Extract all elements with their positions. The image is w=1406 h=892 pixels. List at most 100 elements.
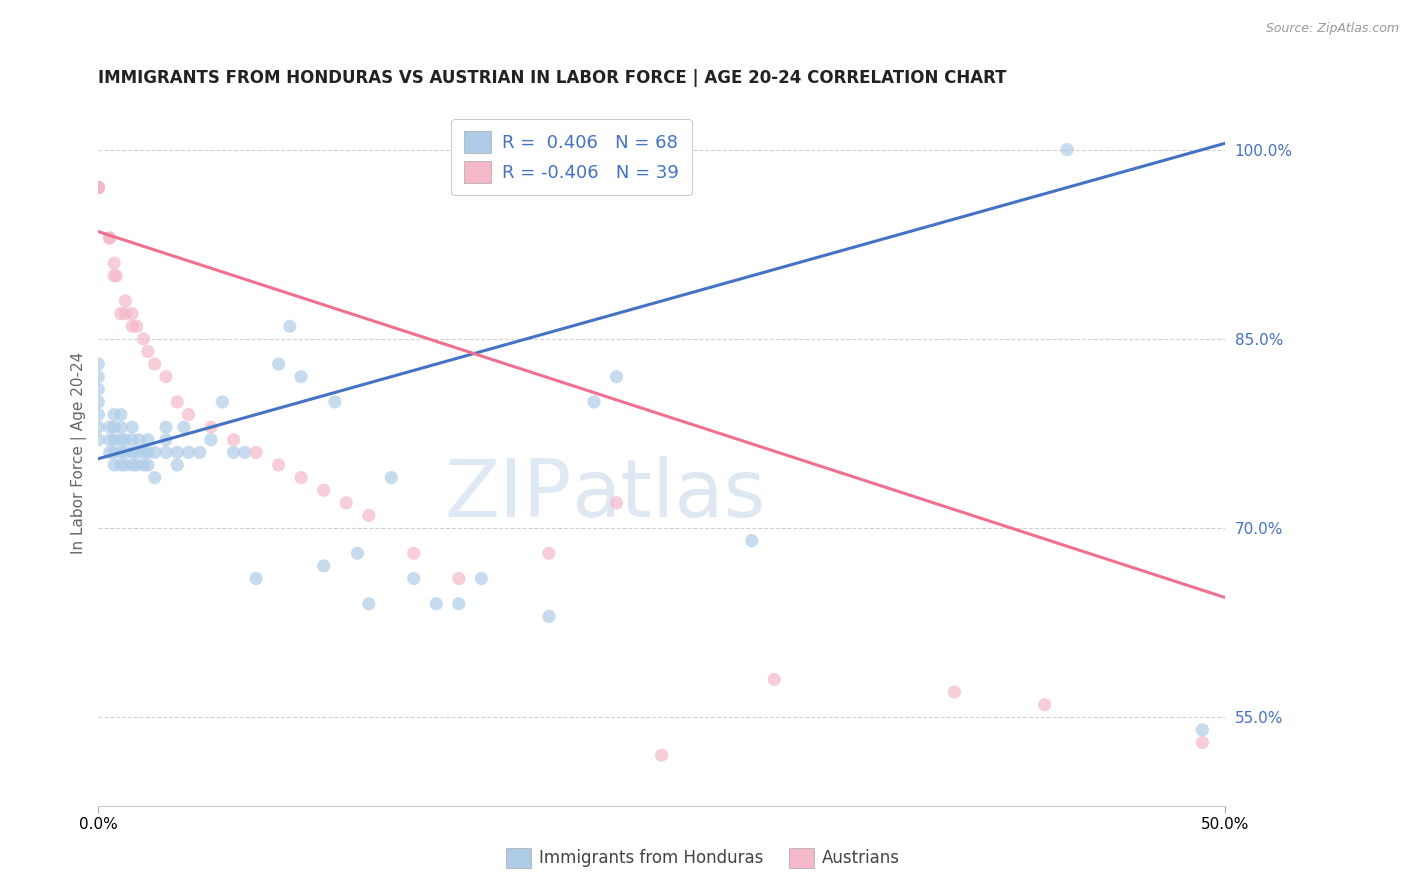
- Legend: Immigrants from Honduras, Austrians: Immigrants from Honduras, Austrians: [499, 841, 907, 875]
- Point: [110, 433, 132, 447]
- Point: [222, 445, 245, 459]
- Point: [290, 369, 312, 384]
- Point: [103, 268, 125, 283]
- Point: [87, 369, 110, 384]
- Point: [98, 231, 121, 245]
- Point: [606, 369, 628, 384]
- Point: [87, 180, 110, 194]
- Point: [166, 395, 188, 409]
- Point: [121, 319, 143, 334]
- Point: [87, 180, 110, 194]
- Point: [323, 395, 346, 409]
- Point: [200, 433, 222, 447]
- Text: ZIP: ZIP: [444, 456, 571, 533]
- Point: [402, 546, 425, 560]
- Point: [136, 445, 159, 459]
- Point: [121, 420, 143, 434]
- Text: IMMIGRANTS FROM HONDURAS VS AUSTRIAN IN LABOR FORCE | AGE 20-24 CORRELATION CHAR: IMMIGRANTS FROM HONDURAS VS AUSTRIAN IN …: [98, 69, 1007, 87]
- Point: [103, 445, 125, 459]
- Point: [582, 395, 605, 409]
- Point: [87, 382, 110, 396]
- Point: [166, 445, 188, 459]
- Point: [177, 445, 200, 459]
- Point: [98, 433, 121, 447]
- Point: [87, 180, 110, 194]
- Point: [87, 433, 110, 447]
- Point: [222, 433, 245, 447]
- Point: [278, 319, 301, 334]
- Point: [346, 546, 368, 560]
- Point: [651, 748, 673, 763]
- Point: [155, 445, 177, 459]
- Point: [114, 458, 136, 472]
- Point: [132, 445, 155, 459]
- Point: [125, 445, 148, 459]
- Point: [87, 395, 110, 409]
- Point: [98, 231, 121, 245]
- Point: [267, 357, 290, 371]
- Point: [200, 420, 222, 434]
- Point: [114, 445, 136, 459]
- Point: [470, 572, 492, 586]
- Point: [943, 685, 966, 699]
- Point: [103, 408, 125, 422]
- Point: [103, 420, 125, 434]
- Point: [312, 483, 335, 498]
- Point: [136, 344, 159, 359]
- Point: [537, 546, 560, 560]
- Point: [136, 458, 159, 472]
- Point: [105, 268, 128, 283]
- Point: [110, 420, 132, 434]
- Point: [103, 256, 125, 270]
- Point: [166, 458, 188, 472]
- Point: [188, 445, 211, 459]
- Point: [155, 420, 177, 434]
- Point: [245, 445, 267, 459]
- Point: [402, 572, 425, 586]
- Point: [741, 533, 763, 548]
- Point: [114, 433, 136, 447]
- Point: [447, 572, 470, 586]
- Point: [143, 357, 166, 371]
- Point: [98, 420, 121, 434]
- Point: [1033, 698, 1056, 712]
- Y-axis label: In Labor Force | Age 20-24: In Labor Force | Age 20-24: [72, 351, 87, 554]
- Point: [125, 458, 148, 472]
- Point: [110, 307, 132, 321]
- Point: [233, 445, 256, 459]
- Point: [425, 597, 447, 611]
- Point: [125, 319, 148, 334]
- Point: [1191, 723, 1213, 737]
- Point: [312, 558, 335, 573]
- Point: [87, 420, 110, 434]
- Point: [155, 433, 177, 447]
- Point: [87, 357, 110, 371]
- Point: [1191, 735, 1213, 749]
- Legend: R =  0.406   N = 68, R = -0.406   N = 39: R = 0.406 N = 68, R = -0.406 N = 39: [451, 119, 692, 195]
- Point: [110, 408, 132, 422]
- Text: atlas: atlas: [571, 456, 766, 533]
- Point: [87, 180, 110, 194]
- Point: [1056, 143, 1078, 157]
- Point: [357, 508, 380, 523]
- Point: [98, 445, 121, 459]
- Point: [128, 433, 150, 447]
- Text: Source: ZipAtlas.com: Source: ZipAtlas.com: [1265, 22, 1399, 36]
- Point: [87, 180, 110, 194]
- Point: [155, 369, 177, 384]
- Point: [114, 307, 136, 321]
- Point: [121, 307, 143, 321]
- Point: [143, 470, 166, 484]
- Point: [290, 470, 312, 484]
- Point: [110, 445, 132, 459]
- Point: [335, 496, 357, 510]
- Point: [177, 408, 200, 422]
- Point: [380, 470, 402, 484]
- Point: [357, 597, 380, 611]
- Point: [87, 408, 110, 422]
- Point: [267, 458, 290, 472]
- Point: [537, 609, 560, 624]
- Point: [173, 420, 195, 434]
- Point: [136, 433, 159, 447]
- Point: [114, 293, 136, 308]
